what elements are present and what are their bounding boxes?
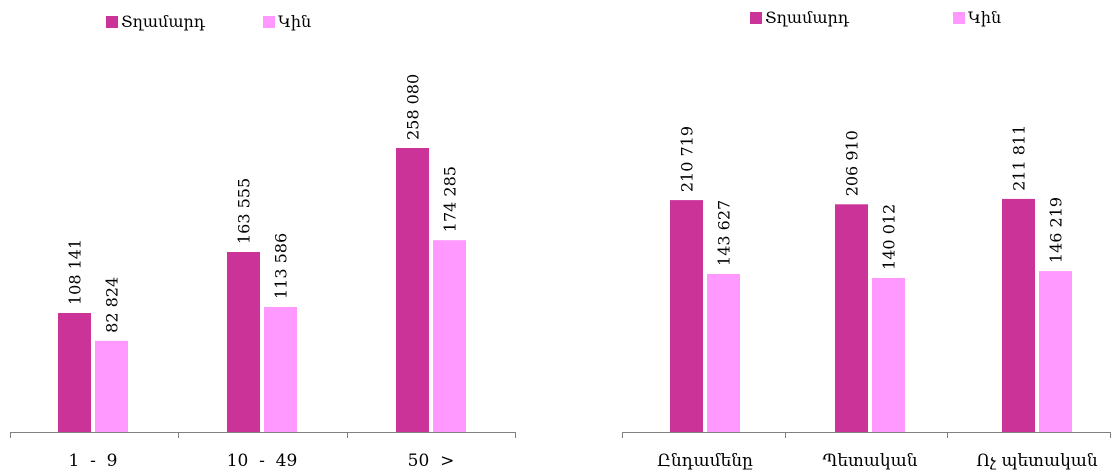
legend-label-1: Կին <box>278 12 311 31</box>
category-label-2: Ոչ պետական <box>976 451 1098 471</box>
legend-swatch-1 <box>263 16 275 28</box>
data-label-male-0: 210 719 <box>678 126 697 192</box>
data-label-male-1: 206 910 <box>843 130 862 196</box>
data-label-female-0: 82 824 <box>103 277 122 333</box>
bar-female-1 <box>264 307 297 432</box>
category-label-2: 50 > <box>408 451 455 471</box>
data-label-male-2: 258 080 <box>404 74 423 140</box>
chart-by-size: Տղամարդ Կին 108 141 82 824 1 - 9 163 555 113 5… <box>10 12 516 471</box>
data-label-male-1: 163 555 <box>235 178 254 244</box>
category-label-0: 1 - 9 <box>69 451 118 471</box>
bar-female-2 <box>433 240 466 432</box>
bar-male-2 <box>396 148 429 432</box>
data-label-female-1: 140 012 <box>880 204 899 270</box>
data-label-female-0: 143 627 <box>715 200 734 266</box>
legend-label-0: Տղամարդ <box>765 8 850 27</box>
bar-male-1 <box>835 204 868 432</box>
legend-label-0: Տղամարդ <box>121 12 206 31</box>
bar-female-0 <box>95 340 128 432</box>
data-label-female-2: 146 219 <box>1047 197 1066 263</box>
data-label-female-2: 174 285 <box>441 166 460 232</box>
legend-swatch-0 <box>106 16 118 28</box>
bar-female-2 <box>1039 271 1072 432</box>
data-label-male-0: 108 141 <box>66 239 85 305</box>
bar-male-1 <box>227 252 260 432</box>
bar-male-2 <box>1002 198 1035 432</box>
legend-label-1: Կին <box>968 8 1001 27</box>
bar-female-0 <box>707 273 740 432</box>
chart-by-ownership: Տղամարդ Կին 210 719 143 627 Ընդամենը 206 910 1… <box>622 8 1111 471</box>
data-label-female-1: 113 586 <box>272 233 291 299</box>
data-label-male-2: 211 811 <box>1010 125 1029 191</box>
bar-male-0 <box>670 200 703 432</box>
category-label-0: Ընդամենը <box>657 451 753 471</box>
bar-male-0 <box>58 312 91 432</box>
category-label-1: 10 - 49 <box>227 451 298 471</box>
legend-swatch-1 <box>953 12 965 24</box>
bar-female-1 <box>872 277 905 432</box>
legend-swatch-0 <box>750 12 762 24</box>
category-label-1: Պետական <box>822 451 917 471</box>
